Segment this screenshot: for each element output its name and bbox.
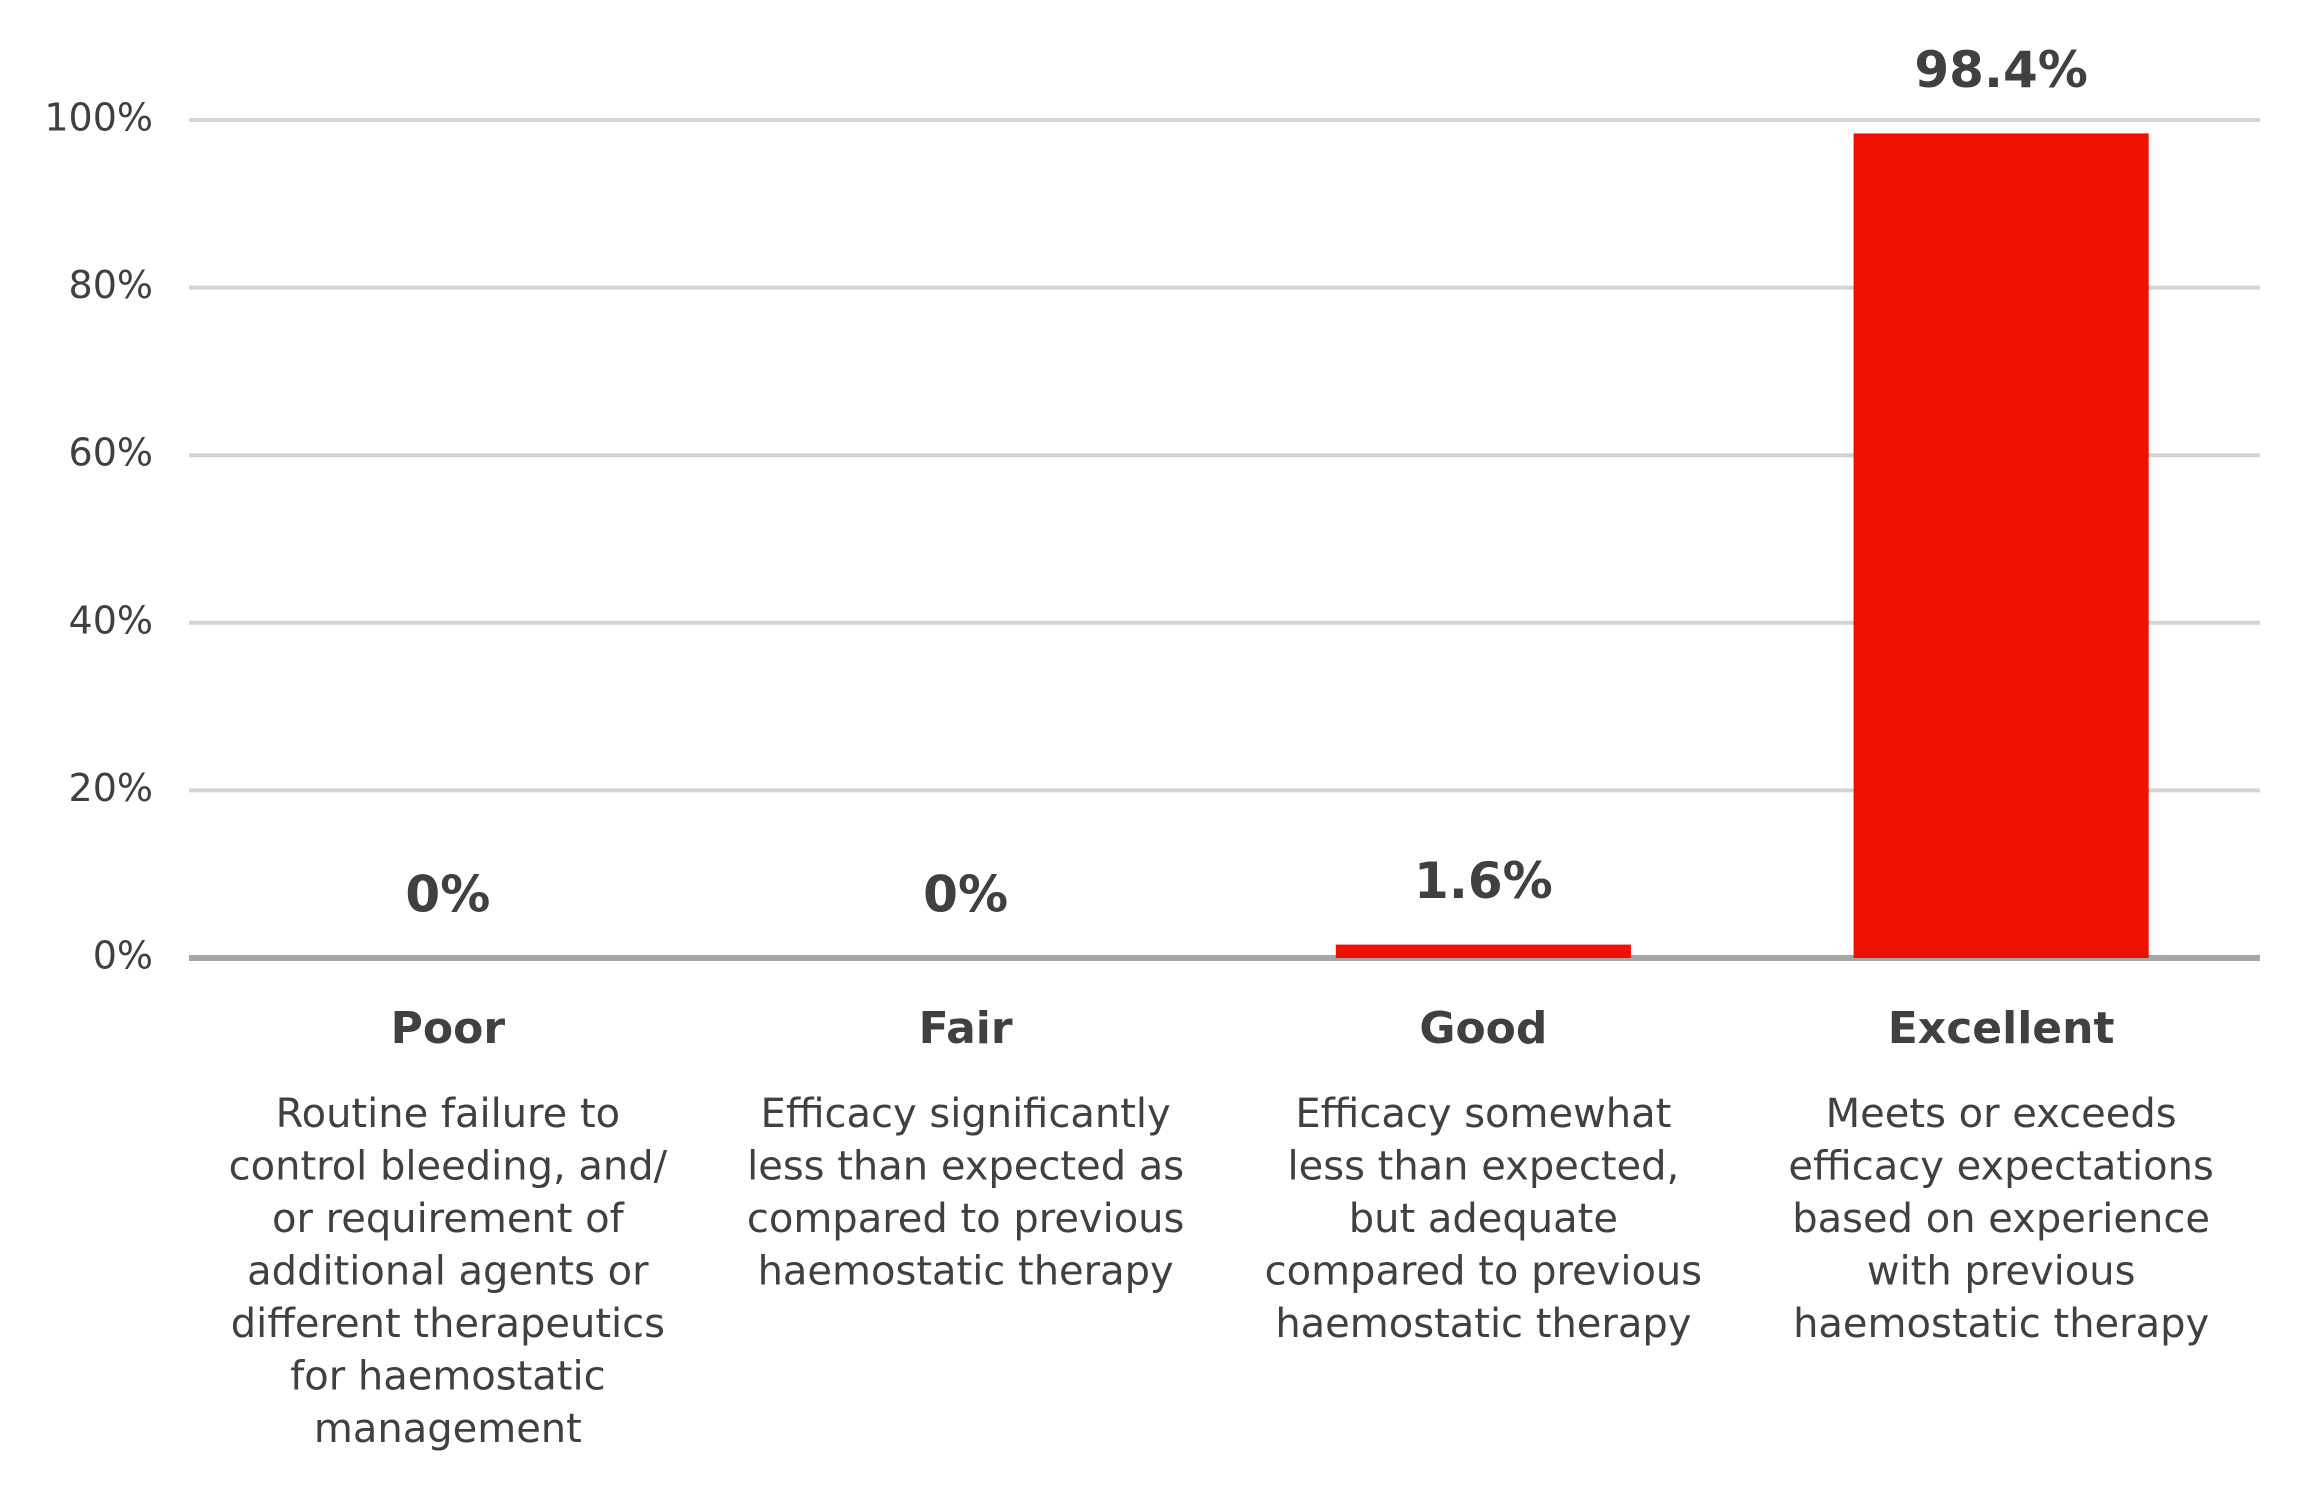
category-description: compared to previous [747, 1196, 1185, 1242]
category-description: based on experience [1792, 1196, 2210, 1242]
y-tick-label: 100% [44, 96, 153, 140]
category-description: haemostatic therapy [758, 1249, 1174, 1295]
category-description: management [314, 1406, 582, 1452]
x-tick-label: Poor [391, 1003, 506, 1054]
category-description: efficacy expectations [1788, 1144, 2213, 1190]
category-description: less than expected, [1288, 1144, 1680, 1190]
value-label: 0% [405, 866, 490, 924]
value-label: 0% [923, 866, 1008, 924]
category-description: Meets or exceeds [1826, 1091, 2177, 1137]
category-description: control bleeding, and/ [229, 1144, 668, 1190]
category-description: or requirement of [272, 1196, 625, 1242]
value-label: 1.6% [1414, 852, 1553, 910]
x-tick-label: Fair [919, 1003, 1013, 1054]
category-description: Routine failure to [276, 1091, 621, 1137]
category-description: haemostatic therapy [1275, 1301, 1691, 1347]
category-description: less than expected as [747, 1144, 1184, 1190]
y-tick-label: 20% [69, 766, 153, 810]
category-description: compared to previous [1265, 1249, 1703, 1295]
category-description: additional agents or [247, 1249, 649, 1295]
y-tick-label: 0% [93, 934, 153, 978]
category-description: Efficacy significantly [761, 1091, 1171, 1137]
category-description: with previous [1867, 1249, 2136, 1295]
y-tick-label: 40% [69, 598, 153, 642]
value-label: 98.4% [1914, 41, 2087, 99]
x-tick-label: Excellent [1888, 1003, 2115, 1054]
category-description: haemostatic therapy [1793, 1301, 2209, 1347]
x-tick-label: Good [1419, 1003, 1547, 1054]
bar [1335, 944, 1631, 958]
category-description: Efficacy somewhat [1295, 1091, 1671, 1137]
bar [1853, 133, 2149, 958]
y-tick-label: 60% [69, 431, 153, 475]
y-tick-label: 80% [69, 263, 153, 307]
category-description: but adequate [1349, 1196, 1618, 1242]
category-description: for haemostatic [290, 1354, 605, 1400]
category-description: different therapeutics [231, 1301, 665, 1347]
